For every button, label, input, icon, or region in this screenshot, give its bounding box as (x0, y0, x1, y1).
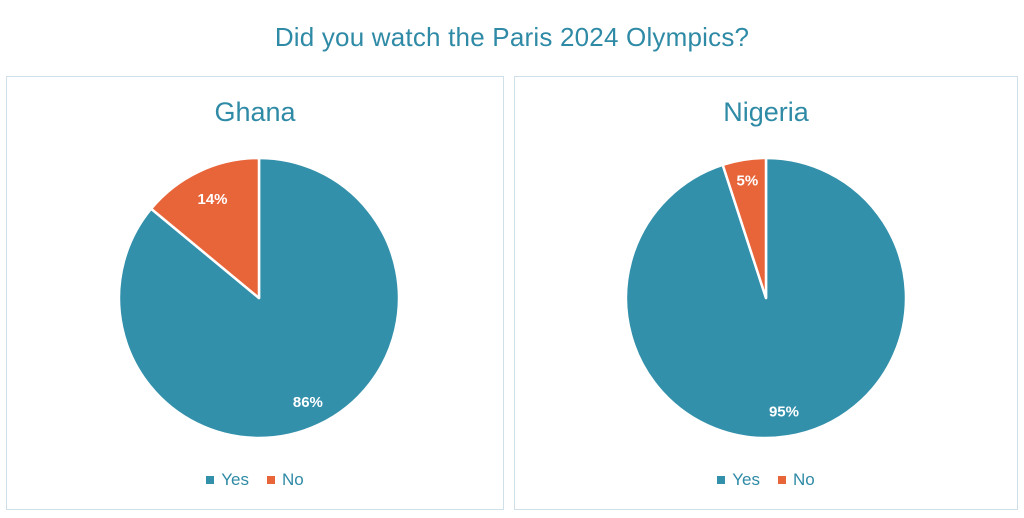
legend-item-no: No (267, 470, 304, 490)
page-title: Did you watch the Paris 2024 Olympics? (274, 22, 750, 52)
data-label-yes: 86% (293, 394, 323, 411)
pie-slice-no (721, 156, 768, 300)
chart-title-ghana: Ghana (214, 97, 296, 127)
legend-swatch-no (778, 476, 786, 484)
pie-chart-nigeria: 95% 5% (624, 156, 908, 440)
pie-chart-ghana: 86% 14% (117, 156, 401, 440)
data-label-no: 14% (197, 191, 227, 208)
pie-slice-no (149, 156, 261, 300)
data-label-no: 5% (737, 172, 759, 189)
legend-label-yes: Yes (732, 470, 760, 489)
legend-swatch-no (267, 476, 275, 484)
legend-label-yes: Yes (221, 470, 249, 489)
legend-label-no: No (282, 470, 304, 489)
legend-label-no: No (793, 470, 815, 489)
legend-nigeria: Yes No (515, 470, 1017, 490)
legend-swatch-yes (206, 476, 215, 484)
chart-title-nigeria: Nigeria (723, 97, 809, 127)
legend-item-yes: Yes (206, 470, 249, 490)
chart-panel-ghana: Ghana 86% 14% Yes No (6, 76, 504, 510)
chart-panel-nigeria: Nigeria 95% 5% Yes No (514, 76, 1018, 510)
legend-swatch-yes (717, 476, 726, 484)
legend-item-yes: Yes (717, 470, 760, 490)
legend-ghana: Yes No (7, 470, 503, 490)
data-label-yes: 95% (769, 403, 799, 420)
legend-item-no: No (778, 470, 815, 490)
